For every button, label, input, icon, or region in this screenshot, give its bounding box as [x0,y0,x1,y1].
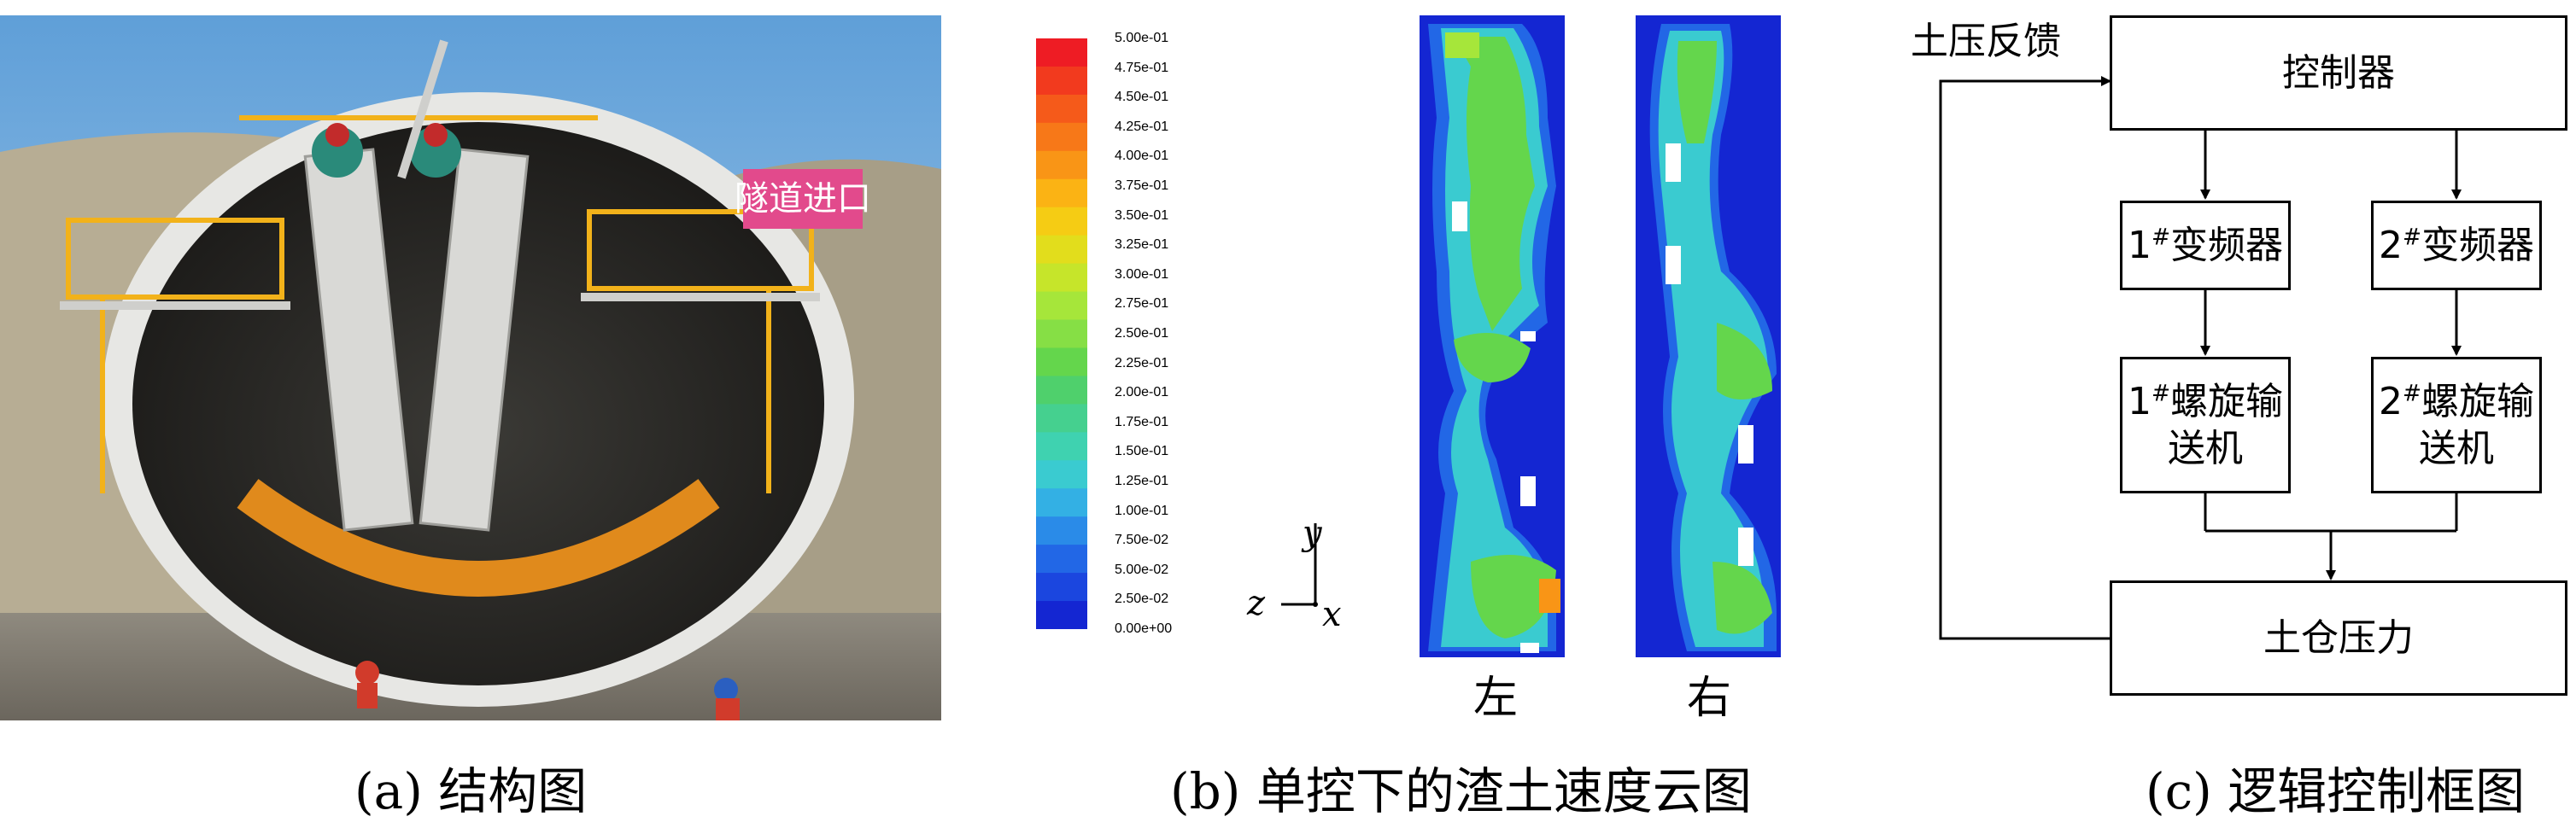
colorbar-swatch [1036,38,1087,67]
colorbar-swatch [1036,150,1087,180]
colorbar-swatch [1036,178,1087,208]
colorbar-tick-label: 1.00e-01 [1115,503,1169,518]
colorbar-tick-label: 7.50e-02 [1115,533,1169,548]
colorbar-tick-label: 1.25e-01 [1115,474,1169,488]
colorbar-swatch [1036,376,1087,405]
colorbar-tick-label: 2.75e-01 [1115,296,1169,312]
colorbar-swatch [1036,122,1087,152]
screw-conveyor-1-label-line2: 送机 [2168,427,2243,470]
inverter-2-box: 2#变频器 [2371,201,2542,290]
colorbar-swatch [1036,263,1087,293]
inverter-1-box: 1#变频器 [2120,201,2291,290]
velocity-contour-right [1636,15,1781,657]
colorbar-swatch [1036,573,1087,602]
colorbar-tick-label: 2.50e-02 [1115,592,1169,607]
colorbar-tick-label: 3.25e-01 [1115,237,1169,253]
tbm-structure-photo: 隧道进口 [0,15,941,720]
controller-label: 控制器 [2282,51,2395,95]
colorbar-swatch [1036,291,1087,321]
caption-a: (a) 结构图 [354,762,588,820]
colorbar-swatch [1036,516,1087,545]
colorbar-swatch [1036,207,1087,236]
colorbar-swatch [1036,545,1087,574]
colorbar-swatch [1036,66,1087,96]
colorbar-tick-label: 1.50e-01 [1115,444,1169,459]
velocity-colorbar [1036,38,1087,629]
colorbar-tick-label: 2.00e-01 [1115,385,1169,400]
screw-conveyor-2-box: 2#螺旋输 送机 [2371,357,2542,493]
screw-conveyor-2-label-line2: 送机 [2419,427,2494,470]
caption-c: (c) 逻辑控制框图 [2146,762,2526,820]
inverter-2-label: 2#变频器 [2378,224,2535,267]
inverter-1-label: 1#变频器 [2127,224,2284,267]
colorbar-swatch [1036,319,1087,348]
colorbar-swatch [1036,601,1087,629]
colorbar-tick-label: 4.00e-01 [1115,149,1169,164]
screw-conveyor-2-label-line1: 2#螺旋输 [2378,380,2535,423]
screw-conveyor-1-box: 1#螺旋输 送机 [2120,357,2291,493]
axis-z-label: z [1246,584,1266,623]
contour-right-label: 右 [1687,673,1732,724]
colorbar-swatch [1036,235,1087,265]
colorbar-tick-label: 2.25e-01 [1115,355,1169,370]
colorbar-tick-label: 3.75e-01 [1115,178,1169,193]
colorbar-swatch [1036,460,1087,489]
axis-y-label: y [1301,514,1323,553]
colorbar-tick-label: 3.50e-01 [1115,207,1169,223]
colorbar-swatch [1036,347,1087,376]
colorbar-tick-label: 0.00e+00 [1115,621,1173,636]
velocity-contour-left [1420,15,1565,657]
caption-b: (b) 单控下的渣土速度云图 [1170,762,1752,820]
coordinate-axes: y z x [1246,514,1342,630]
colorbar-tick-label: 5.00e-01 [1115,31,1169,45]
colorbar-tick-label: 2.50e-01 [1115,326,1169,341]
pressure-feedback-label: 土压反馈 [1911,20,2061,63]
colorbar-tick-label: 5.00e-02 [1115,562,1169,577]
colorbar-swatch [1036,94,1087,124]
colorbar-tick-label: 4.50e-01 [1115,90,1169,105]
colorbar-tick-label: 1.75e-01 [1115,414,1169,429]
tunnel-entrance-sign: 隧道进口 [735,179,871,219]
controller-box: 控制器 [2110,15,2567,131]
colorbar-tick-label: 4.25e-01 [1115,119,1169,134]
screw-conveyor-1-label-line1: 1#螺旋输 [2127,380,2284,423]
colorbar-tick-label: 3.00e-01 [1115,266,1169,282]
colorbar-swatch [1036,488,1087,517]
colorbar-tick-label: 4.75e-01 [1115,60,1169,75]
soil-chamber-pressure-label: 土仓压力 [2263,616,2414,660]
axis-x-label: x [1322,595,1342,630]
soil-chamber-pressure-box: 土仓压力 [2110,580,2567,696]
contour-left-label: 左 [1473,673,1519,724]
colorbar-swatch [1036,432,1087,461]
colorbar-swatch [1036,404,1087,433]
